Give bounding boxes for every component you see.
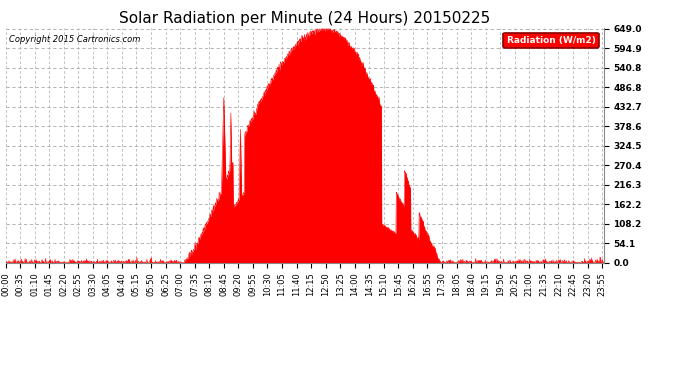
Legend: Radiation (W/m2): Radiation (W/m2) [503, 33, 599, 48]
Text: Copyright 2015 Cartronics.com: Copyright 2015 Cartronics.com [8, 35, 140, 44]
Title: Solar Radiation per Minute (24 Hours) 20150225: Solar Radiation per Minute (24 Hours) 20… [119, 10, 491, 26]
